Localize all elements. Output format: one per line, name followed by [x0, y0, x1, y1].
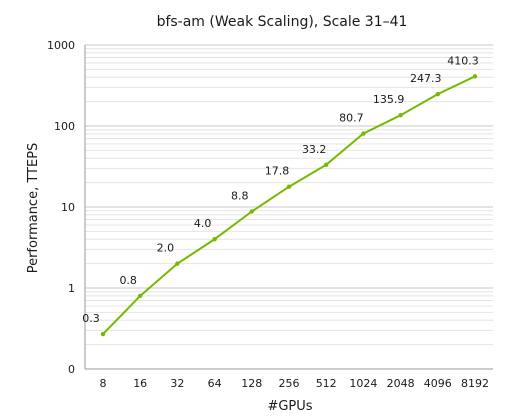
data-point — [286, 184, 292, 189]
x-tick-label: 8192 — [461, 377, 489, 390]
data-label: 33.2 — [302, 143, 327, 156]
data-label: 410.3 — [447, 54, 479, 67]
data-point — [398, 113, 403, 118]
data-point — [212, 237, 217, 242]
data-label: 0.3 — [82, 312, 100, 325]
x-tick-label: 1024 — [349, 377, 377, 390]
series-line — [100, 74, 478, 337]
data-label: 247.3 — [410, 72, 442, 85]
y-tick-label: 10 — [61, 201, 75, 214]
y-tick-labels: 0 1 10 100 1000 — [47, 39, 75, 376]
data-label: 80.7 — [339, 112, 364, 125]
data-point — [324, 162, 329, 167]
x-tick-label: 512 — [316, 377, 337, 390]
data-point — [435, 91, 440, 97]
y-tick-label: 100 — [54, 120, 75, 133]
data-point — [472, 74, 478, 79]
x-tick-label: 32 — [170, 377, 184, 390]
y-axis-label: Performance, TTEPS — [26, 143, 41, 274]
data-label: 17.8 — [265, 165, 290, 178]
y-tick-label: 0 — [68, 363, 75, 376]
x-tick-label: 256 — [279, 377, 300, 390]
x-tick-label: 16 — [133, 377, 147, 390]
data-label: 4.0 — [194, 217, 212, 230]
x-tick-label: 4096 — [424, 377, 452, 390]
data-point — [138, 293, 143, 299]
data-point — [100, 331, 106, 337]
axes — [84, 45, 493, 370]
x-tick-label: 2048 — [387, 377, 415, 390]
data-label: 8.8 — [231, 189, 249, 202]
data-label: 135.9 — [373, 93, 405, 106]
x-axis-label: #GPUs — [267, 399, 312, 414]
x-tick-label: 64 — [208, 377, 222, 390]
data-label: 2.0 — [157, 242, 175, 255]
data-point — [361, 131, 366, 136]
x-tick-label: 8 — [100, 377, 107, 390]
x-tick-labels: 8 16 32 64 128 256 512 1024 2048 4096 8192 — [100, 377, 490, 390]
x-tick-label: 128 — [241, 377, 262, 390]
grid-lines — [85, 44, 493, 370]
data-label: 0.8 — [119, 274, 137, 287]
data-point — [249, 209, 254, 214]
y-tick-label: 1000 — [47, 39, 75, 52]
data-point — [175, 261, 180, 266]
data-labels: 0.3 0.8 2.0 4.0 8.8 17.8 33.2 80.7 135.9 247.3 410… — [82, 54, 479, 325]
chart-title: bfs-am (Weak Scaling), Scale 31–41 — [157, 14, 408, 30]
y-tick-label: 1 — [68, 282, 75, 295]
